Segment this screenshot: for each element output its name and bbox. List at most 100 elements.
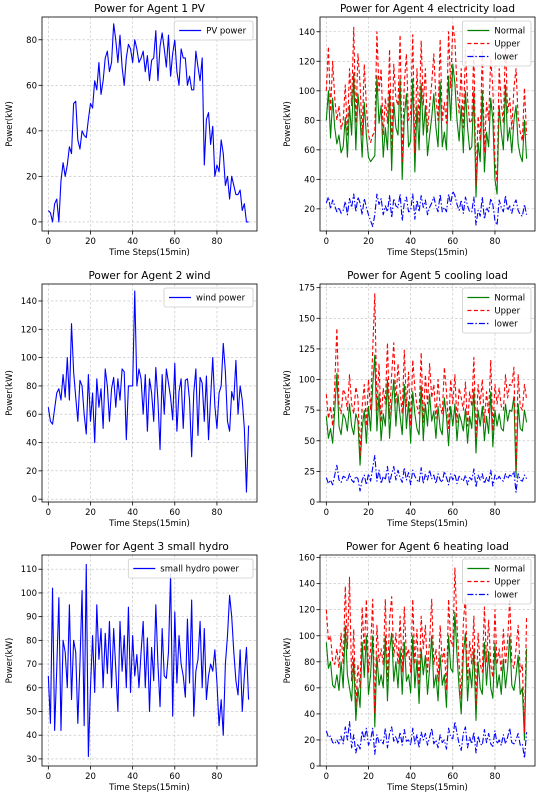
y-tick-label: 175 xyxy=(299,284,315,294)
y-axis-label: Power(kW) xyxy=(5,101,15,147)
series-line-lower xyxy=(325,190,528,228)
series-line-normal xyxy=(325,63,528,198)
chart-panel-4: 0 20 40 60 80 0 25 50 75 100 125 150 175 Power for Ag… xyxy=(283,270,536,529)
y-tick-label: 40 xyxy=(26,439,37,449)
axes-frame xyxy=(41,16,258,232)
legend-label: wind power xyxy=(196,294,246,304)
x-axis-label: Time Steps(15min) xyxy=(386,248,468,258)
y-tick-label: 40 xyxy=(26,731,37,741)
y-tick-label: 140 xyxy=(299,580,315,590)
legend: Normal Upper lower xyxy=(461,20,532,67)
x-tick-label: 60 xyxy=(169,772,180,782)
y-tick-label: 80 xyxy=(304,658,315,668)
y-tick-label: 20 xyxy=(304,205,315,215)
y-tick-label: 80 xyxy=(304,116,315,126)
series-line-lower xyxy=(325,721,528,759)
x-tick-label: 60 xyxy=(447,772,458,782)
x-tick-label: 60 xyxy=(169,508,180,518)
x-axis-label: Time Steps(15min) xyxy=(386,783,468,793)
legend-box xyxy=(461,287,532,334)
legend-label: lower xyxy=(494,591,518,601)
x-tick-label: 40 xyxy=(405,772,416,782)
legend: wind power xyxy=(163,287,254,308)
y-tick-label: 150 xyxy=(299,314,315,324)
legend-label: Normal xyxy=(494,294,525,304)
y-tick-label: 40 xyxy=(26,127,37,137)
series-line-pv-power xyxy=(47,23,249,223)
x-tick-label: 60 xyxy=(447,237,458,247)
y-axis-label: Power(kW) xyxy=(5,370,15,416)
legend-label: small hydro power xyxy=(160,565,239,575)
y-tick-label: 80 xyxy=(26,382,37,392)
x-tick-label: 0 xyxy=(324,237,329,247)
x-axis-label: Time Steps(15min) xyxy=(386,519,468,529)
y-tick-label: 110 xyxy=(21,565,37,575)
chart-title: Power for Agent 6 heating load xyxy=(346,541,509,553)
y-tick-label: 70 xyxy=(26,660,37,670)
series-line-normal xyxy=(325,611,528,741)
x-tick-label: 80 xyxy=(212,772,223,782)
axes-frame xyxy=(319,16,536,232)
series-line-small-hydro-power xyxy=(47,563,250,758)
series-line-upper xyxy=(325,567,528,733)
x-tick-label: 80 xyxy=(490,772,501,782)
y-tick-label: 60 xyxy=(26,81,37,91)
legend-label: Upper xyxy=(494,40,520,50)
chart-panel-6: 0 20 40 60 80 0 20 40 60 80 100 120 140 160 Power for … xyxy=(283,541,536,793)
legend-label: lower xyxy=(494,320,518,330)
x-tick-label: 80 xyxy=(212,237,223,247)
legend-box xyxy=(461,558,532,605)
legend: Normal Upper lower xyxy=(461,558,532,605)
chart-panel-2: 0 20 40 60 80 20 40 60 80 100 120 140 Power for Agen… xyxy=(283,3,536,258)
y-axis-label: Power(kW) xyxy=(283,638,293,684)
axes-frame xyxy=(41,554,258,767)
x-tick-label: 40 xyxy=(127,772,138,782)
y-tick-label: 25 xyxy=(304,467,315,477)
legend: Normal Upper lower xyxy=(461,287,532,334)
y-tick-label: 50 xyxy=(304,437,315,447)
x-tick-label: 20 xyxy=(85,508,96,518)
legend: small hydro power xyxy=(127,558,254,579)
legend-label: PV power xyxy=(206,27,246,37)
x-tick-label: 40 xyxy=(405,237,416,247)
y-tick-label: 125 xyxy=(299,345,315,355)
axes-frame xyxy=(41,283,258,503)
y-tick-label: 0 xyxy=(310,498,315,508)
y-tick-label: 80 xyxy=(26,636,37,646)
x-tick-label: 20 xyxy=(85,237,96,247)
legend-label: Normal xyxy=(494,565,525,575)
y-tick-label: 100 xyxy=(299,632,315,642)
chart-title: Power for Agent 4 electricity load xyxy=(340,3,515,15)
x-tick-label: 20 xyxy=(85,772,96,782)
x-tick-label: 20 xyxy=(363,772,374,782)
x-tick-label: 0 xyxy=(46,237,51,247)
y-tick-label: 100 xyxy=(299,87,315,97)
legend-box xyxy=(163,287,254,308)
x-tick-label: 20 xyxy=(363,508,374,518)
y-tick-label: 100 xyxy=(21,354,37,364)
legend-box xyxy=(127,558,254,579)
y-tick-label: 0 xyxy=(32,218,37,228)
x-tick-label: 80 xyxy=(490,508,501,518)
y-tick-label: 90 xyxy=(26,613,37,623)
series-line-lower xyxy=(325,454,528,493)
chart-panel-3: 0 20 40 60 80 0 20 40 60 80 100 120 140 Power for Age… xyxy=(5,270,258,529)
y-axis-label: Power(kW) xyxy=(5,638,15,684)
y-tick-label: 20 xyxy=(26,172,37,182)
x-tick-label: 60 xyxy=(447,508,458,518)
y-tick-label: 100 xyxy=(21,589,37,599)
series-line-upper xyxy=(325,293,528,471)
x-axis-label: Time Steps(15min) xyxy=(108,783,190,793)
x-tick-label: 40 xyxy=(405,508,416,518)
x-tick-label: 0 xyxy=(324,772,329,782)
chart-title: Power for Agent 5 cooling load xyxy=(347,270,508,282)
x-tick-label: 40 xyxy=(127,508,138,518)
legend: PV power xyxy=(173,20,254,41)
legend-label: Normal xyxy=(494,27,525,37)
y-tick-label: 140 xyxy=(21,297,37,307)
y-tick-label: 60 xyxy=(304,146,315,156)
x-axis-label: Time Steps(15min) xyxy=(108,248,190,258)
y-tick-label: 20 xyxy=(304,736,315,746)
y-tick-label: 0 xyxy=(32,495,37,505)
series-line-upper xyxy=(325,23,528,186)
